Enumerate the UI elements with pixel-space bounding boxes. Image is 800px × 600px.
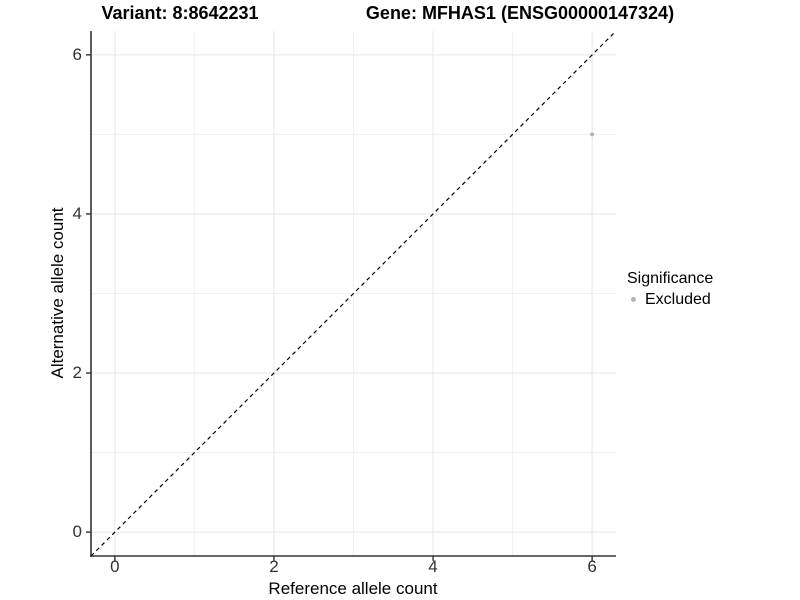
variant-title: Variant: 8:8642231: [101, 3, 259, 23]
y-tick-label: 6: [72, 44, 82, 64]
x-tick-label: 6: [587, 557, 597, 576]
legend-entry-label: Excluded: [645, 291, 711, 308]
data-point: [590, 132, 595, 137]
x-tick-label: 2: [269, 557, 279, 576]
legend-title: Significance: [627, 270, 714, 287]
gene-title: Gene: MFHAS1 (ENSG00000147324): [365, 3, 675, 23]
y-tick-label: 0: [72, 522, 82, 542]
legend: Significance Excluded: [627, 269, 713, 309]
y-tick-label: 4: [72, 203, 82, 223]
x-tick-label: 0: [110, 557, 120, 576]
y-axis-title: Alternative allele count: [48, 207, 67, 379]
x-axis-title: Reference allele count: [268, 579, 438, 598]
y-tick-label: 2: [72, 363, 82, 383]
x-tick-label: 4: [428, 557, 438, 576]
identity-line: [90, 30, 617, 557]
legend-entry-excluded: Excluded: [627, 290, 713, 309]
legend-point-icon: [631, 297, 636, 302]
